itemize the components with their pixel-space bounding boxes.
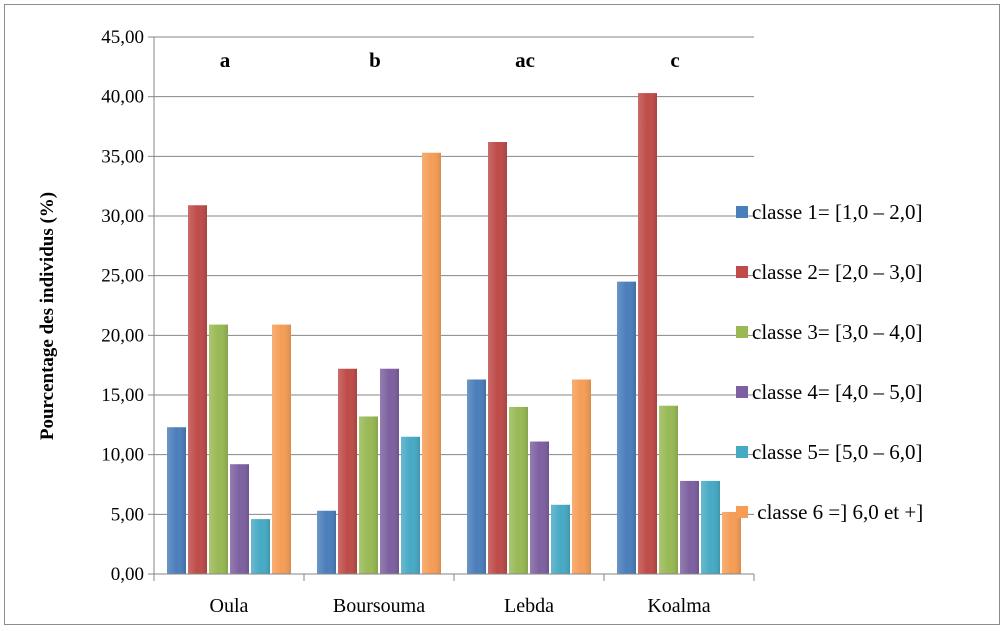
bar-shade <box>680 480 699 574</box>
y-tick-label: 10,00 <box>101 445 144 466</box>
legend-label: classe 1= [1,0 – 2,0] <box>752 200 922 224</box>
legend-swatch <box>736 506 748 518</box>
y-tick-label: 0,00 <box>111 564 144 585</box>
x-axis-labels: Oula Boursouma Lebda Koalma <box>210 595 711 617</box>
y-tick-label: 45,00 <box>101 27 144 48</box>
legend-swatch <box>736 206 748 218</box>
bar-shade <box>401 436 420 574</box>
legend-label: classe 5= [5,0 – 6,0] <box>752 440 922 464</box>
legend-label: classe 6 =] 6,0 et +] <box>752 500 923 524</box>
bar-shade <box>230 464 249 574</box>
legend: classe 1= [1,0 – 2,0] classe 2= [2,0 – 3,… <box>736 200 923 524</box>
legend-swatch <box>736 446 748 458</box>
y-tick-label: 25,00 <box>101 266 144 287</box>
bar-shade <box>551 504 570 574</box>
y-axis-title: Pourcentage des individus (%) <box>37 192 58 440</box>
legend-swatch <box>736 326 748 338</box>
bar-shade <box>317 510 336 574</box>
legend-swatch <box>736 266 748 278</box>
bar-shade <box>467 379 486 574</box>
bars <box>167 93 741 574</box>
group-letter: b <box>369 48 381 72</box>
bar-shade <box>509 406 528 574</box>
y-tick-label: 30,00 <box>101 206 144 227</box>
bar-shade <box>251 519 270 574</box>
bar-shade <box>422 152 441 574</box>
x-tick-label: Boursouma <box>333 595 425 617</box>
bar-shade <box>272 324 291 574</box>
bar-shade <box>530 441 549 574</box>
group-letter: c <box>670 48 679 72</box>
y-tick-label: 20,00 <box>101 325 144 346</box>
x-tick-label: Oula <box>210 595 249 617</box>
bar-shade <box>701 480 720 574</box>
x-tick-label: Koalma <box>647 595 710 617</box>
legend-label: classe 4= [4,0 – 5,0] <box>752 380 922 404</box>
group-letter: a <box>220 48 231 72</box>
bar-shade <box>659 405 678 574</box>
y-tick-label: 5,00 <box>111 504 144 525</box>
y-tick-label: 35,00 <box>101 146 144 167</box>
bar-shade <box>167 427 186 574</box>
bar-shade <box>572 379 591 574</box>
bar-shade <box>617 281 636 574</box>
bar-shade <box>188 205 207 574</box>
bar-shade <box>488 142 507 574</box>
y-tick-label: 40,00 <box>101 87 144 108</box>
legend-label: classe 3= [3,0 – 4,0] <box>752 320 922 344</box>
bar-shade <box>638 93 657 574</box>
legend-label: classe 2= [2,0 – 3,0] <box>752 260 922 284</box>
x-tick-label: Lebda <box>504 595 554 617</box>
y-tick-label: 15,00 <box>101 385 144 406</box>
bar-shade <box>338 368 357 574</box>
bar-shade <box>722 511 741 574</box>
group-letter: ac <box>515 48 535 72</box>
legend-swatch <box>736 386 748 398</box>
bar-shade <box>380 368 399 574</box>
group-letters: a b ac c <box>220 48 680 72</box>
bar-shade <box>359 416 378 574</box>
y-axis-ticks: 0,00 5,00 10,00 15,00 20,00 25,00 30,00 35,00 40… <box>101 27 154 585</box>
axes <box>153 37 755 581</box>
bar-shade <box>209 324 228 574</box>
